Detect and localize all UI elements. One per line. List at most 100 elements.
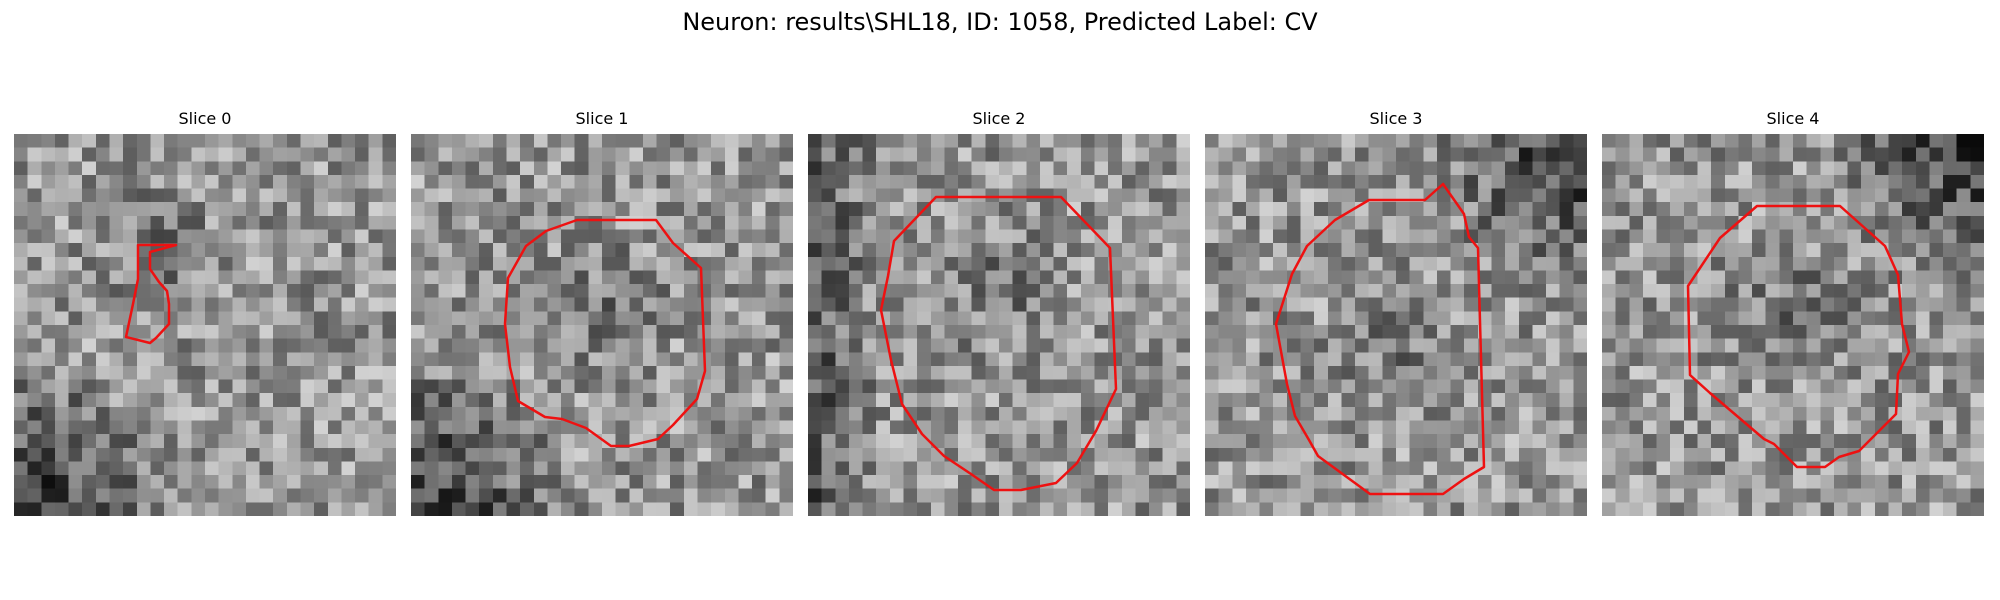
image-pixel (150, 134, 165, 149)
image-pixel (1232, 229, 1247, 244)
image-pixel (1670, 434, 1685, 449)
image-pixel (191, 447, 206, 463)
image-pixel (451, 243, 467, 258)
image-pixel (1956, 215, 1971, 231)
image-pixel (1382, 256, 1397, 272)
image-pixel (1491, 174, 1506, 190)
image-pixel (82, 174, 97, 190)
image-pixel (1012, 202, 1027, 217)
image-pixel (1602, 311, 1617, 326)
image-pixel (451, 147, 467, 162)
image-pixel (1833, 297, 1849, 312)
image-pixel (683, 229, 699, 244)
image-pixel (985, 215, 1000, 231)
image-pixel (944, 420, 959, 435)
image-pixel (1067, 393, 1082, 408)
image-pixel (889, 284, 905, 299)
image-pixel (985, 297, 1000, 312)
image-pixel (1573, 488, 1587, 503)
image-pixel (479, 475, 494, 490)
image-pixel (14, 420, 29, 435)
image-pixel (1108, 284, 1123, 299)
image-pixel (765, 256, 780, 272)
image-pixel (835, 243, 850, 258)
image-pixel (999, 215, 1014, 231)
image-pixel (1629, 406, 1644, 422)
image-pixel (492, 284, 508, 299)
image-pixel (1491, 243, 1506, 258)
image-pixel (205, 256, 220, 272)
image-pixel (958, 379, 973, 394)
image-pixel (300, 325, 315, 340)
image-pixel (1518, 352, 1534, 367)
image-pixel (205, 338, 220, 353)
image-pixel (1656, 461, 1671, 476)
image-pixel (1039, 434, 1055, 449)
image-pixel (656, 229, 671, 244)
image-pixel (1218, 311, 1233, 326)
image-pixel (1053, 229, 1068, 244)
image-pixel (191, 434, 206, 449)
image-pixel (27, 338, 42, 353)
image-pixel (1423, 161, 1438, 176)
image-pixel (95, 393, 111, 408)
image-pixel (547, 134, 562, 149)
image-pixel (999, 325, 1014, 340)
image-pixel (382, 147, 396, 162)
image-pixel (1820, 461, 1835, 476)
image-pixel (1656, 311, 1671, 326)
image-pixel (1518, 475, 1534, 490)
image-pixel (1915, 284, 1931, 299)
image-pixel (1793, 447, 1808, 463)
image-pixel (1273, 188, 1288, 203)
image-pixel (1656, 447, 1671, 463)
image-pixel (1135, 447, 1150, 463)
image-pixel (917, 406, 932, 422)
image-pixel (765, 352, 780, 367)
image-pixel (1505, 475, 1520, 490)
image-pixel (1012, 243, 1027, 258)
image-pixel (1232, 202, 1247, 217)
image-pixel (205, 284, 220, 299)
image-pixel (1012, 352, 1027, 367)
image-pixel (438, 502, 453, 516)
image-pixel (656, 188, 671, 203)
image-pixel (1724, 270, 1740, 285)
image-pixel (1615, 270, 1630, 285)
image-pixel (1602, 475, 1617, 490)
image-pixel (1833, 461, 1849, 476)
image-pixel (520, 311, 535, 326)
image-pixel (547, 502, 562, 516)
image-pixel (341, 420, 356, 435)
image-pixel (1956, 297, 1971, 312)
image-pixel (479, 365, 494, 381)
image-pixel (1559, 461, 1574, 476)
image-pixel (1149, 475, 1164, 490)
image-pixel (368, 379, 383, 394)
image-pixel (300, 461, 315, 476)
image-pixel (1286, 147, 1302, 162)
image-pixel (1477, 188, 1493, 203)
image-pixel (506, 461, 521, 476)
image-pixel (245, 406, 261, 422)
image-pixel (1683, 297, 1699, 312)
image-pixel (465, 297, 480, 312)
image-pixel (697, 202, 712, 217)
image-pixel (1218, 174, 1233, 190)
image-pixel (150, 502, 165, 516)
image-pixel (1491, 447, 1506, 463)
image-pixel (1518, 229, 1534, 244)
image-pixel (1929, 475, 1944, 490)
image-pixel (944, 202, 959, 217)
image-pixel (465, 475, 480, 490)
image-pixel (1232, 502, 1247, 516)
image-pixel (1259, 188, 1274, 203)
image-pixel (1053, 202, 1068, 217)
image-pixel (1218, 338, 1233, 353)
image-pixel (862, 174, 877, 190)
image-pixel (1546, 325, 1561, 340)
image-pixel (520, 243, 535, 258)
image-pixel (1833, 338, 1849, 353)
image-pixel (150, 161, 165, 176)
image-pixel (765, 134, 780, 149)
